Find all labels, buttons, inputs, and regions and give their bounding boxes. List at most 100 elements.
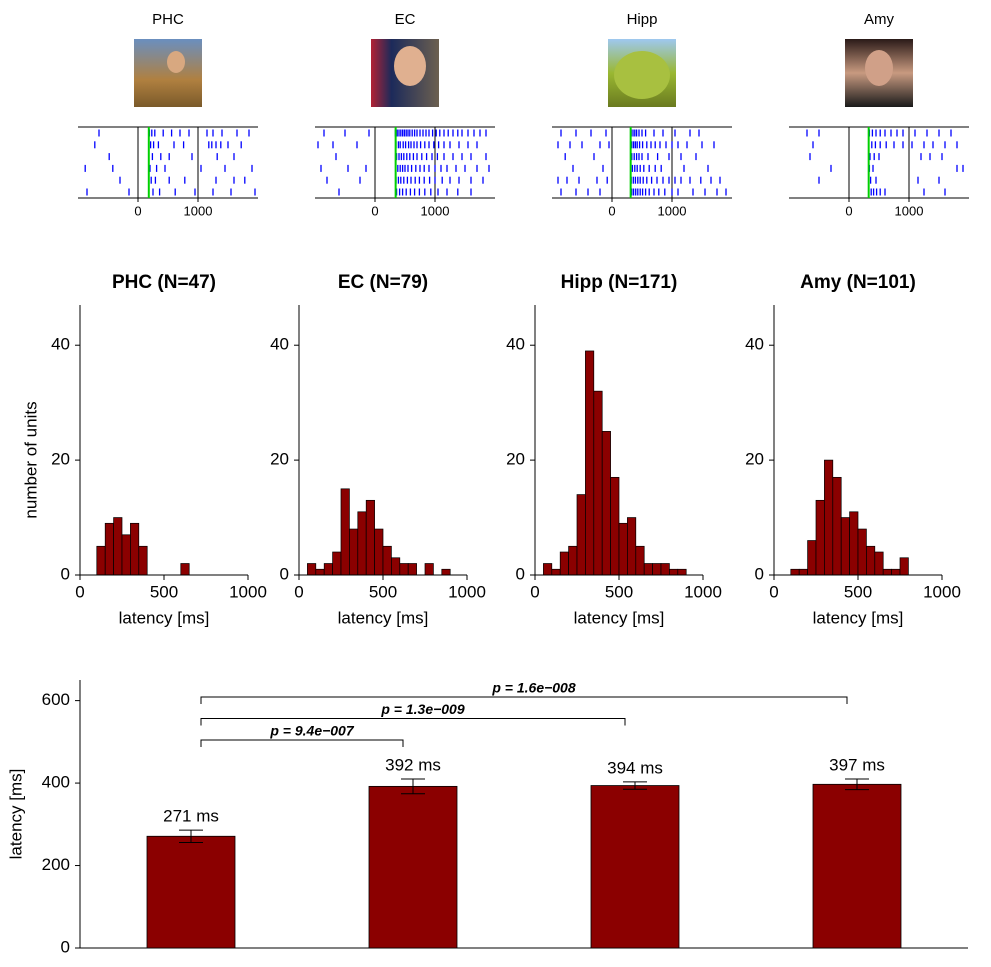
hist-bar bbox=[130, 522, 140, 576]
x-tick-label: 0 bbox=[845, 203, 852, 218]
p-value: p = 1.3e−009 bbox=[380, 701, 465, 717]
hist-bar bbox=[601, 431, 611, 576]
panel-title: EC (N=79) bbox=[338, 272, 428, 293]
bar bbox=[146, 835, 236, 949]
hist-bar bbox=[340, 488, 350, 576]
hist-bar bbox=[815, 499, 825, 576]
bar bbox=[812, 783, 902, 949]
y-tick-label: 40 bbox=[51, 335, 70, 354]
hist-bar bbox=[180, 563, 190, 576]
hist-bar bbox=[382, 545, 392, 576]
hist-bar bbox=[349, 528, 359, 576]
hist-bar bbox=[424, 563, 434, 576]
x-tick-label: 500 bbox=[150, 582, 178, 601]
y-tick-label: 0 bbox=[280, 564, 289, 583]
photo-face bbox=[394, 46, 426, 86]
hist-bar bbox=[627, 517, 637, 576]
hist-bar bbox=[576, 494, 586, 576]
hist-bar bbox=[866, 545, 876, 576]
value-label: 394 ms bbox=[607, 758, 663, 777]
x-tick-label: 1000 bbox=[923, 582, 961, 601]
y-tick-label: 0 bbox=[61, 937, 70, 956]
hist-bar bbox=[113, 517, 123, 576]
x-tick-label: 0 bbox=[530, 582, 539, 601]
x-tick-label: 1000 bbox=[448, 582, 486, 601]
y-tick-label: 200 bbox=[42, 855, 70, 874]
hist-bar bbox=[559, 551, 569, 576]
y-axis-label: latency [ms] bbox=[6, 769, 25, 860]
hist-bar bbox=[391, 557, 401, 576]
panel-title: Hipp (N=171) bbox=[561, 272, 678, 293]
hist-bar bbox=[374, 528, 384, 576]
hist-bar bbox=[357, 511, 367, 576]
x-tick-label: 0 bbox=[75, 582, 84, 601]
hist-bar bbox=[307, 563, 317, 576]
x-tick-label: 1000 bbox=[895, 203, 924, 218]
x-tick-label: 1000 bbox=[184, 203, 213, 218]
value-label: 397 ms bbox=[829, 755, 885, 774]
hist-bar bbox=[899, 557, 909, 576]
panel-title: Amy (N=101) bbox=[800, 272, 916, 293]
hist-bar bbox=[618, 522, 628, 576]
hist-bar bbox=[807, 540, 817, 576]
hist-bar bbox=[643, 563, 653, 576]
hist-bar bbox=[407, 563, 417, 576]
y-tick-label: 20 bbox=[506, 450, 525, 469]
hist-bar bbox=[849, 511, 859, 576]
y-tick-label: 20 bbox=[745, 450, 764, 469]
value-label: 392 ms bbox=[385, 755, 441, 774]
hist-bar bbox=[593, 390, 603, 576]
x-tick-label: 500 bbox=[605, 582, 633, 601]
y-tick-label: 0 bbox=[61, 564, 70, 583]
photos bbox=[134, 39, 913, 107]
hist-bar bbox=[315, 568, 325, 576]
hist-bar bbox=[790, 568, 800, 576]
hist-bar bbox=[551, 568, 561, 576]
p-value: p = 1.6e−008 bbox=[491, 680, 576, 696]
hist-bar bbox=[585, 350, 595, 576]
x-axis-label: latency [ms] bbox=[574, 608, 665, 627]
hist-bar bbox=[798, 568, 808, 576]
p-value: p = 9.4e−007 bbox=[269, 723, 355, 739]
significance-bracket bbox=[200, 739, 404, 747]
x-axis-label: latency [ms] bbox=[813, 608, 904, 627]
y-tick-label: 20 bbox=[51, 450, 70, 469]
bar bbox=[368, 785, 458, 949]
panel-title: Hipp bbox=[627, 11, 658, 28]
y-tick-label: 20 bbox=[270, 450, 289, 469]
y-tick-label: 400 bbox=[42, 773, 70, 792]
significance-bracket bbox=[200, 718, 626, 726]
y-tick-label: 600 bbox=[42, 690, 70, 709]
hist-bar bbox=[104, 522, 114, 576]
significance-bracket bbox=[200, 696, 848, 704]
photo-face bbox=[865, 50, 893, 86]
hist-bar bbox=[610, 476, 620, 576]
x-tick-label: 1000 bbox=[421, 203, 450, 218]
hist-bar bbox=[840, 517, 850, 576]
x-tick-label: 0 bbox=[769, 582, 778, 601]
hist-bar bbox=[323, 563, 333, 576]
y-tick-label: 0 bbox=[516, 564, 525, 583]
value-label: 271 ms bbox=[163, 807, 219, 826]
hist-bar bbox=[677, 568, 687, 576]
x-tick-label: 500 bbox=[844, 582, 872, 601]
hist-bar bbox=[857, 528, 867, 576]
hist-bar bbox=[121, 534, 131, 576]
x-axis-label: latency [ms] bbox=[338, 608, 429, 627]
hist-bar bbox=[441, 568, 451, 576]
hist-bar bbox=[543, 563, 553, 576]
hist-bar bbox=[568, 545, 578, 576]
x-tick-label: 0 bbox=[608, 203, 615, 218]
x-tick-label: 0 bbox=[134, 203, 141, 218]
photo-face bbox=[614, 51, 670, 99]
panel-title: PHC (N=47) bbox=[112, 272, 216, 293]
x-tick-label: 0 bbox=[371, 203, 378, 218]
hist-bar bbox=[138, 545, 148, 576]
y-tick-label: 0 bbox=[755, 564, 764, 583]
y-tick-label: 40 bbox=[745, 335, 764, 354]
panel-title: EC bbox=[395, 11, 416, 28]
hist-bar bbox=[832, 476, 842, 576]
panel-title: PHC bbox=[152, 11, 184, 28]
hist-bar bbox=[365, 499, 375, 576]
